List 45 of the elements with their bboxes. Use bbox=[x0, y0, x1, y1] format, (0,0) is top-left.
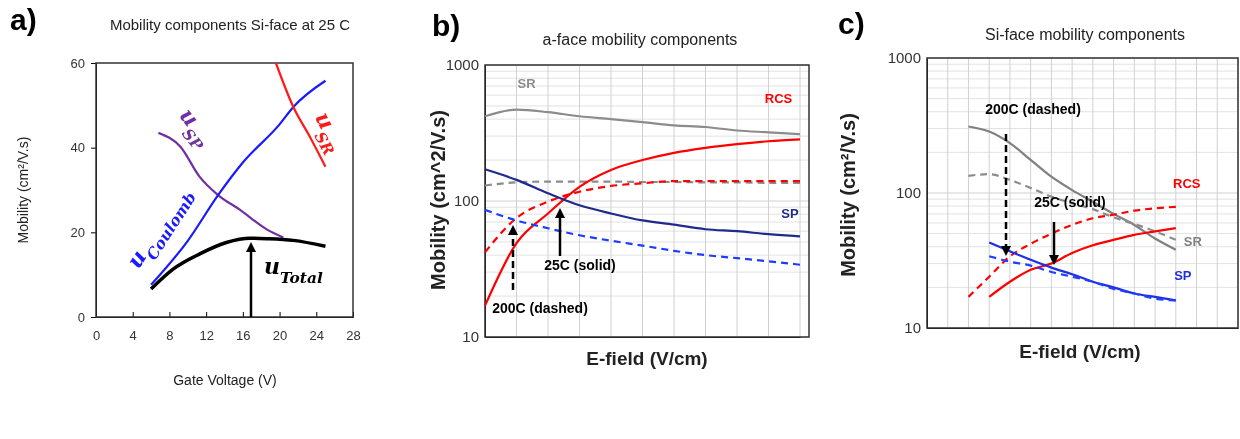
y-tick-label: 10 bbox=[462, 328, 479, 346]
y-tick-label: 0 bbox=[77, 309, 85, 325]
y-tick-label: 1000 bbox=[887, 49, 921, 67]
text: b) bbox=[432, 9, 461, 42]
y-tick-label: 1000 bbox=[445, 56, 479, 74]
series-label: SR bbox=[1183, 233, 1203, 249]
y-axis-title: Mobility (cm²/V.s) bbox=[15, 136, 31, 244]
line-series bbox=[483, 168, 802, 238]
annotation: 200C (dashed) bbox=[492, 300, 588, 316]
line-series bbox=[988, 255, 1177, 302]
x-tick-label: 28 bbox=[346, 328, 361, 344]
text: a) bbox=[10, 3, 37, 36]
annotation: 25C (solid) bbox=[544, 257, 616, 273]
series-label: SP bbox=[781, 206, 799, 222]
text: RCS bbox=[764, 91, 793, 107]
x-axis-title: E-field (V/cm) bbox=[1019, 341, 1141, 362]
y-tick-label: 10 bbox=[904, 319, 921, 337]
y-tick-label: 60 bbox=[70, 55, 85, 71]
x-tick-label: 12 bbox=[199, 328, 214, 344]
x-tick-label: 24 bbox=[309, 328, 325, 344]
x-axis-title: Gate Voltage (V) bbox=[173, 372, 277, 388]
chart-title: Si-face mobility components bbox=[984, 26, 1186, 43]
line-series bbox=[988, 226, 1177, 298]
text: c) bbox=[838, 7, 865, 40]
line-series bbox=[483, 108, 802, 136]
legend-label: u$_{Total}$ bbox=[263, 253, 323, 288]
y-tick-label: 40 bbox=[70, 140, 85, 156]
y-axis-title: Mobility (cm^2/V.s) bbox=[427, 110, 449, 290]
x-axis-title: E-field (V/cm) bbox=[586, 348, 708, 369]
x-tick-label: 0 bbox=[92, 328, 101, 344]
chart-title: a-face mobility components bbox=[542, 31, 738, 48]
text: RCS bbox=[1173, 176, 1201, 192]
x-tick-label: 8 bbox=[166, 328, 174, 344]
x-tick-label: 16 bbox=[236, 328, 251, 344]
chart-title: Mobility components Si-face at 25 C bbox=[109, 16, 351, 33]
series-label: SP bbox=[1174, 268, 1192, 284]
annotation: 25C (solid) bbox=[1034, 194, 1106, 210]
x-tick-label: 4 bbox=[129, 328, 137, 344]
y-tick-label: 100 bbox=[453, 192, 479, 210]
y-tick-label: 100 bbox=[895, 184, 921, 202]
annotation: 200C (dashed) bbox=[985, 101, 1081, 117]
series-label: SR bbox=[517, 75, 537, 91]
y-tick-label: 20 bbox=[70, 224, 85, 240]
y-axis-title: Mobility (cm²/V.s) bbox=[837, 113, 859, 277]
x-tick-label: 20 bbox=[272, 328, 288, 344]
